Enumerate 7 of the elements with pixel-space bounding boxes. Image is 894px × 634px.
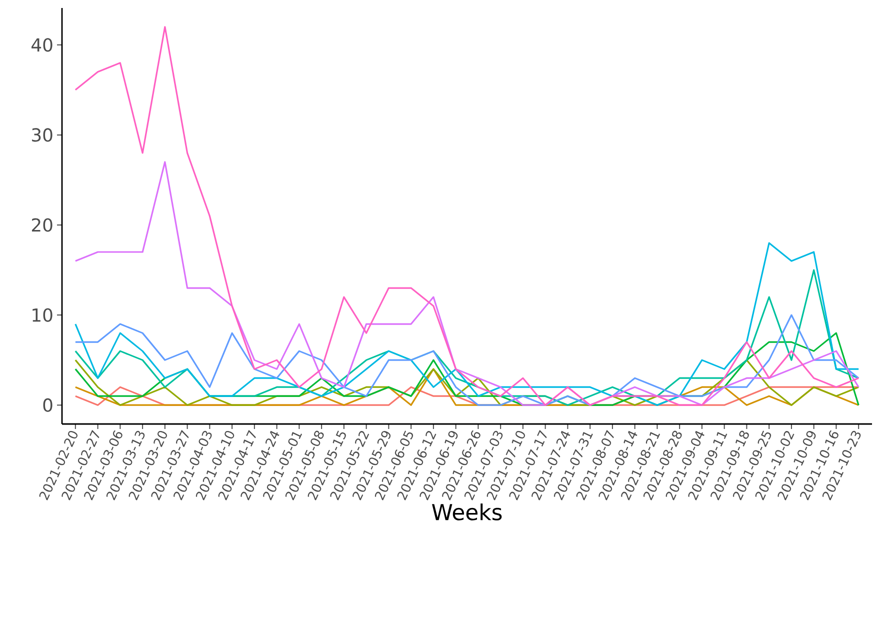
y-tick-label: 20 [32, 218, 52, 232]
y-tick-label: 10 [32, 308, 52, 322]
y-tick-label: 40 [32, 38, 52, 52]
y-tick-label: 0 [43, 398, 52, 412]
y-tick-label: 30 [32, 128, 52, 142]
line-series [74, 314, 860, 406]
x-axis-title: Weeks [432, 503, 502, 520]
